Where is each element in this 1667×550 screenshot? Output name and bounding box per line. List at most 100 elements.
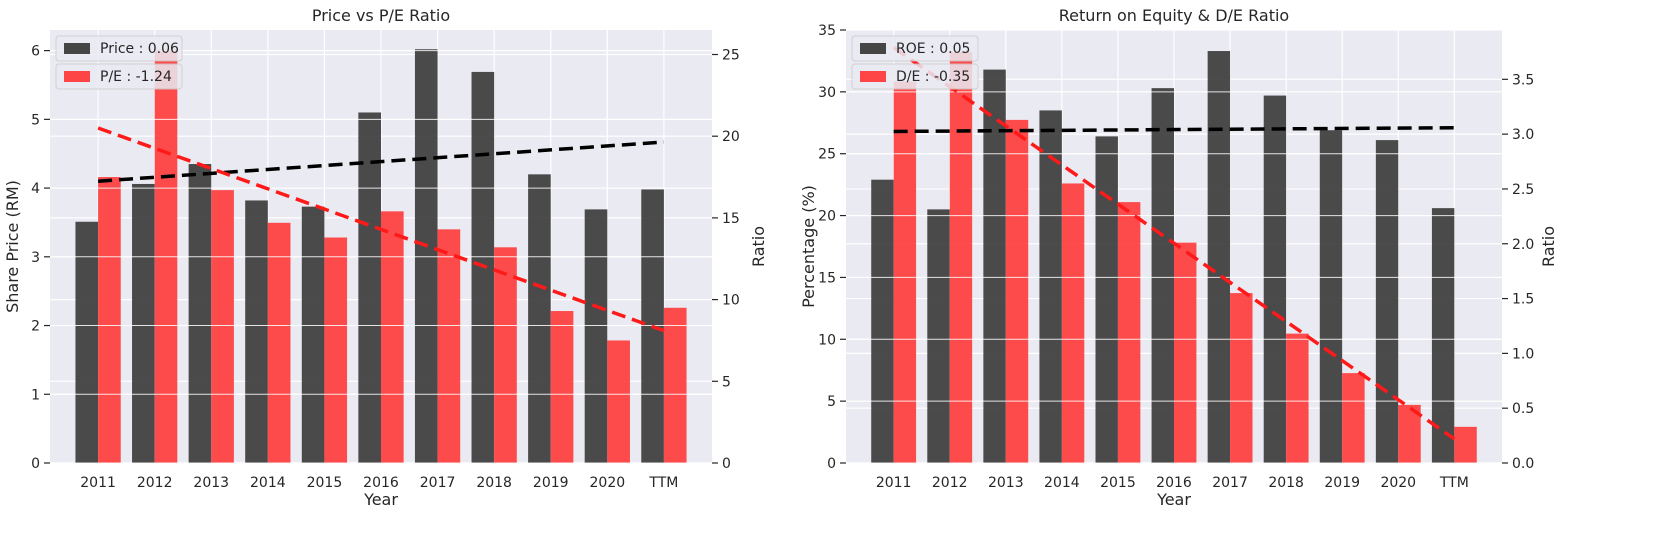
- legend-entry: D/E : -0.35: [851, 63, 979, 90]
- y-left-tick-label: 0: [827, 456, 836, 472]
- bar-right-series: [1117, 202, 1141, 463]
- y-left-tick-label: 5: [31, 112, 40, 128]
- legend-swatch: [64, 43, 90, 54]
- bar-right-series: [550, 311, 574, 463]
- y-right-tick-label: 0.0: [1512, 456, 1534, 472]
- x-tick-label: 2015: [1100, 475, 1136, 491]
- bar-left-series: [1319, 130, 1343, 464]
- bar-right-series: [949, 51, 973, 464]
- bar-left-series: [584, 209, 608, 463]
- x-tick-label: 2018: [476, 475, 512, 491]
- x-tick-label: 2019: [533, 475, 569, 491]
- bar-left-series: [1095, 136, 1118, 463]
- legend-box: [55, 63, 183, 90]
- y-left-tick-label: 25: [818, 147, 836, 163]
- y-right-tick-label: 15: [722, 211, 740, 227]
- bar-left-series: [414, 49, 438, 463]
- bar-right-series: [494, 247, 517, 463]
- legend-entry: P/E : -1.24: [55, 63, 183, 90]
- y-left-tick-label: 15: [818, 270, 836, 286]
- bar-left-series: [1431, 208, 1455, 463]
- y-right-axis-label: Ratio: [749, 226, 768, 267]
- bar-right-series: [1230, 293, 1253, 463]
- bar-left-series: [927, 209, 950, 463]
- bar-right-series: [1398, 404, 1421, 463]
- x-tick-label: 2017: [420, 475, 456, 491]
- bar-right-series: [98, 177, 121, 463]
- bar-left-series: [358, 112, 381, 463]
- y-left-tick-label: 10: [818, 332, 836, 348]
- y-right-tick-label: 20: [722, 129, 740, 145]
- trend-line-right-series: [97, 126, 665, 333]
- y-right-tick-label: 25: [722, 48, 740, 64]
- y-left-tick-label: 35: [818, 23, 836, 39]
- x-tick-label: 2020: [590, 475, 626, 491]
- y-left-tick-label: 1: [31, 387, 40, 403]
- y-left-tick-label: 6: [31, 44, 40, 60]
- bar-left-series: [983, 69, 1006, 464]
- x-tick-label: 2011: [876, 475, 912, 491]
- y-right-tick-label: 2.0: [1512, 237, 1534, 253]
- x-tick-label: 2016: [363, 475, 399, 491]
- chart-title: Price vs P/E Ratio: [312, 6, 450, 25]
- x-tick-label: 2013: [193, 475, 229, 491]
- x-tick-label: 2011: [80, 475, 116, 491]
- y-right-tick-label: 0: [722, 456, 731, 472]
- legend-swatch: [64, 71, 90, 82]
- x-tick-label: 2013: [988, 475, 1024, 491]
- y-left-axis-label: Percentage (%): [799, 185, 818, 308]
- bar-left-series: [188, 164, 212, 463]
- x-tick-label: 2019: [1324, 475, 1360, 491]
- x-axis-label: Year: [1156, 490, 1191, 509]
- x-tick-label: 2012: [137, 475, 173, 491]
- x-tick-label: 2014: [250, 475, 286, 491]
- bar-right-series: [1342, 373, 1365, 463]
- bar-right-series: [893, 81, 917, 464]
- bar-left-series: [1151, 88, 1174, 463]
- bar-left-series: [1263, 95, 1287, 463]
- bar-right-series: [1454, 426, 1477, 463]
- x-tick-label: 2015: [307, 475, 343, 491]
- x-axis-label: Year: [363, 490, 398, 509]
- bar-left-series: [75, 221, 99, 463]
- y-right-tick-label: 2.5: [1512, 182, 1534, 198]
- bar-left-series: [528, 174, 551, 464]
- bar-left-series: [132, 183, 155, 463]
- bar-right-series: [1061, 183, 1085, 463]
- trend-line-left-series: [97, 140, 665, 183]
- legend-entry: ROE : 0.05: [851, 35, 979, 62]
- y-left-tick-label: 30: [818, 85, 836, 101]
- x-tick-label: TTM: [1439, 475, 1469, 491]
- y-left-tick-label: 5: [827, 394, 836, 410]
- legend-label: Price : 0.06: [100, 41, 179, 57]
- x-tick-label: 2014: [1044, 475, 1080, 491]
- legend-entry: Price : 0.06: [55, 35, 183, 62]
- chart-title: Return on Equity & D/E Ratio: [1059, 6, 1289, 25]
- bar-right-series: [381, 211, 404, 463]
- x-tick-label: 2018: [1268, 475, 1304, 491]
- bar-right-series: [154, 49, 178, 464]
- legend-swatch: [860, 43, 886, 54]
- x-tick-label: 2017: [1212, 475, 1248, 491]
- bar-right-series: [1005, 119, 1029, 463]
- x-tick-label: 2016: [1156, 475, 1192, 491]
- legend-box: [851, 63, 979, 90]
- bar-right-series: [1174, 242, 1197, 463]
- y-left-tick-label: 2: [31, 319, 40, 335]
- y-right-tick-label: 3.5: [1512, 72, 1534, 88]
- y-right-tick-label: 1.5: [1512, 292, 1534, 308]
- y-left-tick-label: 0: [31, 456, 40, 472]
- y-left-axis-label: Share Price (RM): [3, 180, 22, 313]
- trend-line-right-series: [892, 46, 1456, 441]
- roe-de-chart: 0 5 10 15 20 25 30 35 0.0 0.5 1.0 1.5 2.0 2.5 3.0 3.5 20…: [799, 6, 1558, 509]
- y-left-tick-label: 3: [31, 250, 40, 266]
- bar-left-series: [1039, 110, 1062, 464]
- bar-right-series: [437, 229, 461, 463]
- bar-right-series: [324, 237, 348, 463]
- y-right-tick-label: 5: [722, 374, 731, 390]
- y-left-tick-label: 4: [31, 181, 40, 197]
- x-tick-label: TTM: [648, 475, 678, 491]
- y-right-axis-label: Ratio: [1539, 226, 1558, 267]
- y-right-tick-label: 1.0: [1512, 346, 1534, 362]
